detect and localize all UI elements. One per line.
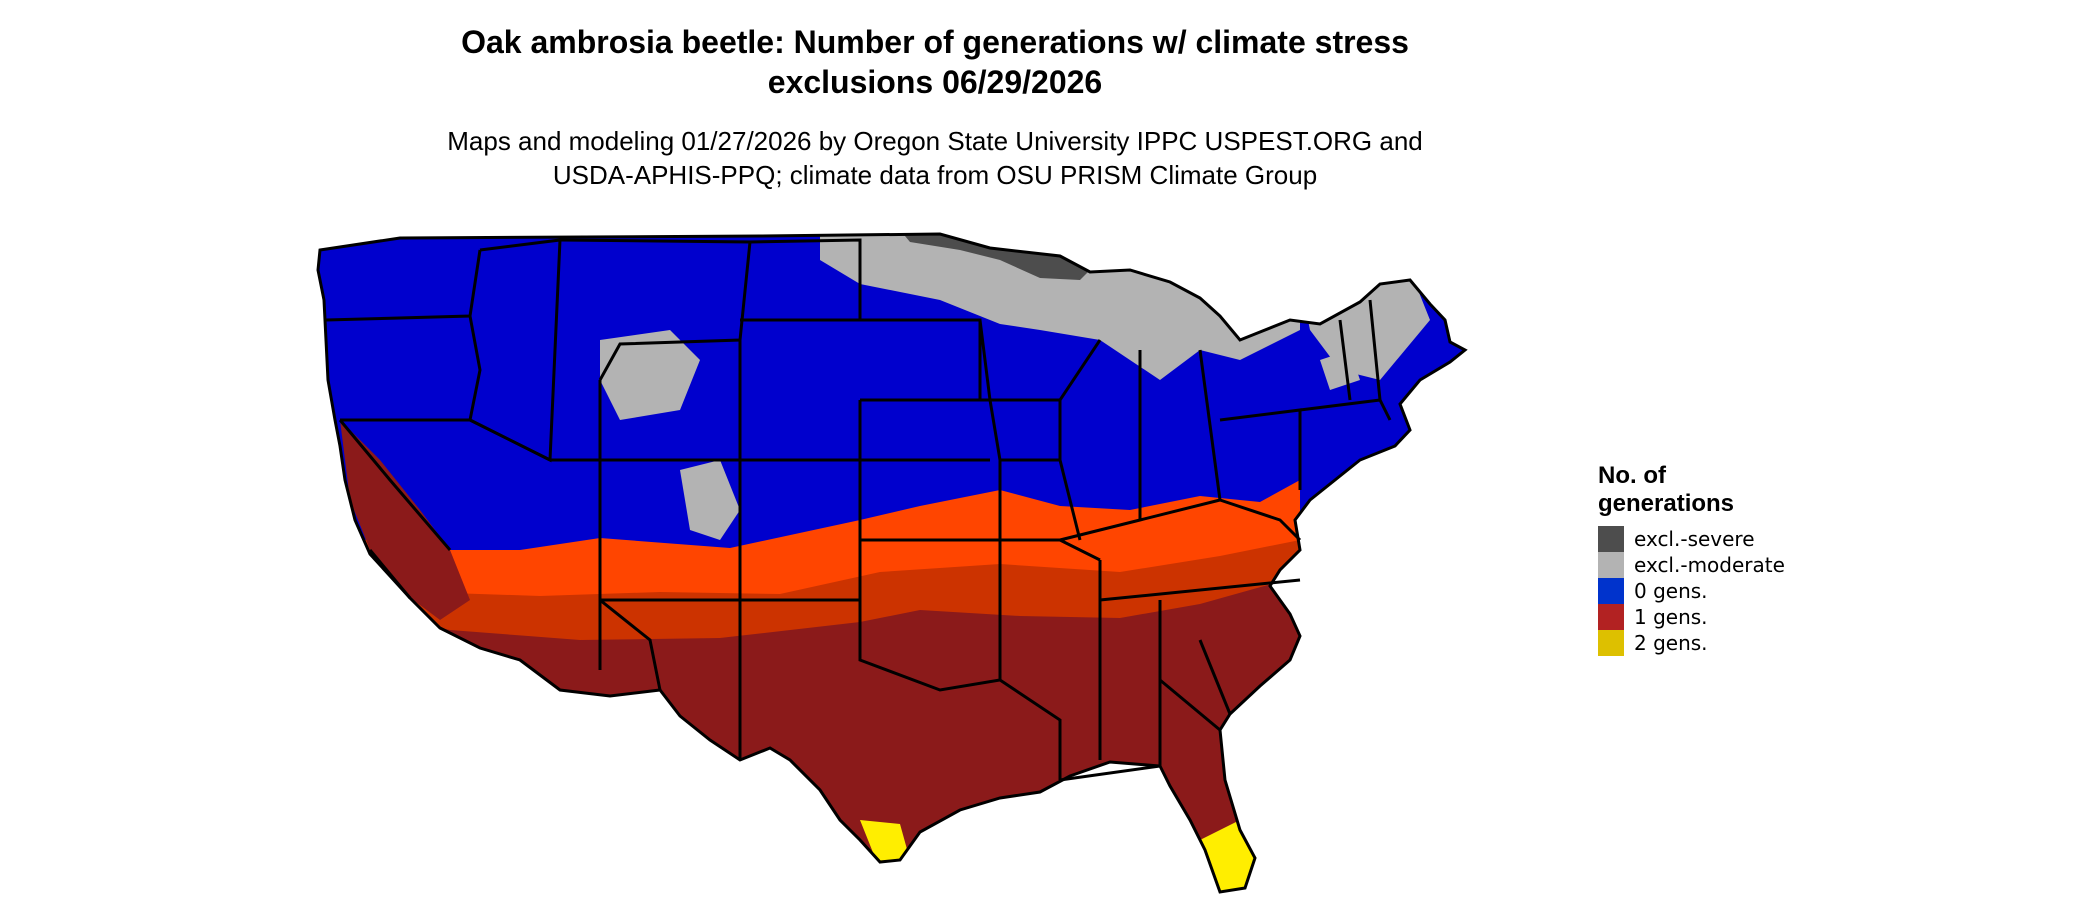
legend-label: 1 gens.	[1634, 605, 1708, 629]
zone-excl-moderate-wyoming	[600, 330, 700, 420]
legend-label: 2 gens.	[1634, 631, 1708, 655]
state-borders	[325, 238, 1392, 782]
generation-zones	[318, 234, 1465, 892]
legend-label: excl.-severe	[1634, 527, 1755, 551]
legend-title-line-1: No. of	[1598, 462, 1666, 489]
legend-swatch-excl-moderate	[1598, 552, 1624, 578]
zone-excl-moderate-colorado	[680, 460, 740, 540]
legend-swatch-1-gens	[1598, 604, 1624, 630]
legend-title: No. of generations	[1598, 462, 1785, 518]
map-subtitle-line-2: USDA-APHIS-PPQ; climate data from OSU PR…	[552, 160, 1318, 190]
us-generations-map	[300, 220, 1580, 905]
legend-title-line-2: generations	[1598, 490, 1735, 517]
legend-item-0-gens: 0 gens.	[1598, 578, 1785, 604]
us-outline	[316, 232, 1468, 894]
legend: No. of generations excl.-severe excl.-mo…	[1598, 462, 1785, 656]
map-title-line-2: exclusions 06/29/2026	[767, 64, 1103, 100]
zone-excl-moderate-nyc-upstate	[1320, 350, 1360, 390]
legend-item-2-gens: 2 gens.	[1598, 630, 1785, 656]
legend-label: 0 gens.	[1634, 579, 1708, 603]
zone-1-gen-california	[340, 420, 470, 620]
map-title-line-1: Oak ambrosia beetle: Number of generatio…	[461, 24, 1409, 60]
map-title: Oak ambrosia beetle: Number of generatio…	[400, 22, 1470, 102]
legend-item-excl-severe: excl.-severe	[1598, 526, 1785, 552]
legend-swatch-0-gens	[1598, 578, 1624, 604]
legend-swatch-2-gens	[1598, 630, 1624, 656]
legend-swatch-excl-severe	[1598, 526, 1624, 552]
us-map-svg	[316, 232, 1468, 894]
legend-item-1-gens: 1 gens.	[1598, 604, 1785, 630]
legend-item-excl-moderate: excl.-moderate	[1598, 552, 1785, 578]
legend-label: excl.-moderate	[1634, 553, 1785, 577]
map-subtitle: Maps and modeling 01/27/2026 by Oregon S…	[400, 124, 1470, 192]
map-subtitle-line-1: Maps and modeling 01/27/2026 by Oregon S…	[447, 126, 1423, 156]
zone-2-gens-south-texas	[860, 820, 910, 870]
